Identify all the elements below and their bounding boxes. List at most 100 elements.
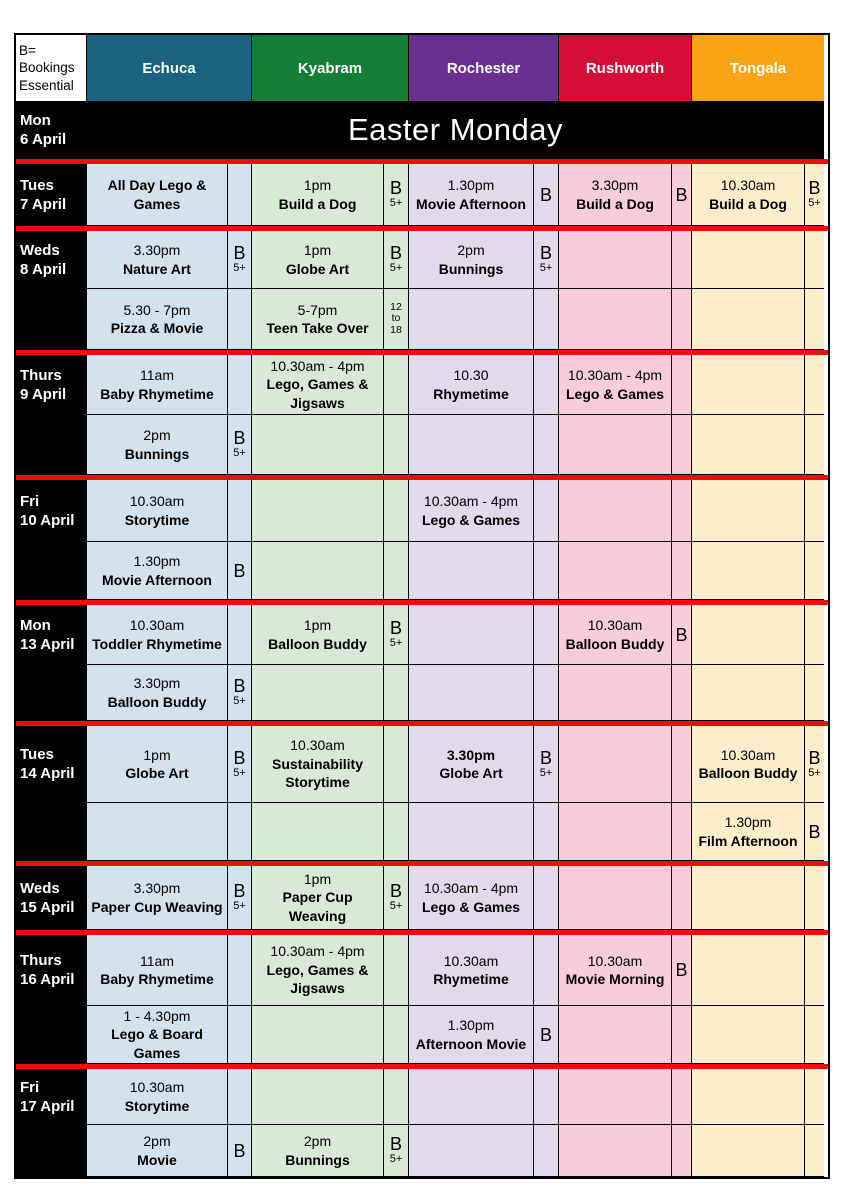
event-time: 1.30pm bbox=[447, 1017, 495, 1033]
event-cell-rochester: 10.30am - 4pm Lego & Games bbox=[409, 866, 534, 930]
event-title: Pizza & Movie bbox=[110, 320, 204, 336]
event-title: Lego & Games bbox=[421, 511, 521, 528]
event-cell-kyabram: 1pm Paper Cup Weaving bbox=[252, 866, 384, 930]
date-cell bbox=[16, 289, 87, 350]
event-cell-tongala bbox=[692, 355, 805, 415]
event-cell-kyabram: 10.30am - 4pm Lego, Games & Jigsaws bbox=[252, 935, 384, 1006]
event-time: 11am bbox=[140, 367, 174, 383]
booking-badge-cell: B 5+ bbox=[534, 231, 559, 289]
event-time: 10.30am bbox=[587, 617, 643, 633]
town-name: Kyabram bbox=[297, 59, 363, 77]
event-time: 10.30am - 4pm bbox=[423, 493, 519, 509]
booking-required-badge: B bbox=[808, 747, 821, 768]
event-time: 1pm bbox=[303, 177, 332, 193]
date-cell-mon-6-april: Mon 6 April bbox=[16, 102, 87, 159]
booking-badge-cell bbox=[534, 1125, 559, 1177]
day-row: 3.30pm Balloon Buddy B 5+ bbox=[16, 665, 828, 721]
event-time: 3.30pm bbox=[133, 242, 181, 258]
event-title: Balloon Buddy bbox=[698, 765, 798, 781]
date-cell: Tues 7 April bbox=[16, 164, 87, 226]
date-cell: Thurs 9 April bbox=[16, 355, 87, 415]
event-cell-echuca: All Day Lego & Games bbox=[87, 164, 228, 226]
event-cell-echuca: 10.30am Toddler Rhymetime bbox=[87, 605, 228, 665]
town-name: Rushworth bbox=[585, 59, 665, 77]
day-label: Thurs bbox=[20, 366, 62, 384]
day-separator bbox=[16, 159, 828, 164]
event-cell-tongala bbox=[692, 1125, 805, 1177]
event-cell-kyabram bbox=[252, 803, 384, 861]
booking-badge-cell bbox=[672, 1069, 692, 1125]
date-label: 10 April bbox=[20, 511, 75, 529]
age-5plus-label: 5+ bbox=[389, 900, 403, 912]
booking-badge-cell bbox=[805, 866, 824, 930]
booking-badge-cell bbox=[534, 1069, 559, 1125]
day-separator bbox=[16, 721, 828, 726]
event-time: 1.30pm bbox=[724, 814, 772, 830]
day-separator bbox=[16, 861, 828, 866]
event-cell-rushworth bbox=[559, 1125, 672, 1177]
event-cell-echuca: 5.30 - 7pm Pizza & Movie bbox=[87, 289, 228, 350]
booking-badge-cell: B bbox=[534, 1006, 559, 1064]
event-cell-rochester bbox=[409, 605, 534, 665]
booking-badge-cell: B 5+ bbox=[534, 726, 559, 803]
event-cell-rochester bbox=[409, 415, 534, 475]
event-cell-rochester: 10.30 Rhymetime bbox=[409, 355, 534, 415]
booking-required-badge: B bbox=[233, 560, 246, 581]
event-cell-rochester bbox=[409, 542, 534, 600]
event-title: Build a Dog bbox=[278, 195, 357, 212]
event-cell-kyabram bbox=[252, 1006, 384, 1064]
event-cell-tongala bbox=[692, 1069, 805, 1125]
booking-badge-cell: 12 to 18 bbox=[384, 289, 409, 350]
date-cell: Fri 17 April bbox=[16, 1069, 87, 1125]
event-cell-rushworth bbox=[559, 542, 672, 600]
date-cell: Weds 8 April bbox=[16, 231, 87, 289]
booking-badge-cell bbox=[805, 415, 824, 475]
booking-badge-cell bbox=[534, 665, 559, 721]
event-title: Nature Art bbox=[123, 260, 191, 277]
booking-badge-cell bbox=[228, 1006, 252, 1064]
day-row: 2pm Movie B 2pm Bunnings B 5+ bbox=[16, 1125, 828, 1177]
day-label: Weds bbox=[20, 879, 60, 897]
event-time: 10.30am bbox=[720, 746, 776, 763]
town-name: Echuca bbox=[142, 59, 196, 77]
event-cell-rushworth: 3.30pm Build a Dog bbox=[559, 164, 672, 226]
date-cell: Mon 13 April bbox=[16, 605, 87, 665]
day-row: Tues 7 April All Day Lego & Games 1pm Build … bbox=[16, 164, 828, 226]
booking-badge-cell bbox=[534, 803, 559, 861]
booking-badge-cell: B 5+ bbox=[384, 605, 409, 665]
booking-badge-cell bbox=[672, 1125, 692, 1177]
event-title: Rhymetime bbox=[433, 971, 509, 987]
day-row: 1.30pm Movie Afternoon B bbox=[16, 542, 828, 600]
easter-monday-label: Easter Monday bbox=[348, 112, 563, 147]
day-row: Fri 10 April 10.30am Storytime 10.30am - 4pm… bbox=[16, 480, 828, 542]
booking-badge-cell bbox=[805, 355, 824, 415]
day-row: Tues 14 April 1pm Globe Art B 5+ 10.30am Sustai… bbox=[16, 726, 828, 803]
booking-badge-cell bbox=[228, 289, 252, 350]
booking-badge-cell: B 5+ bbox=[228, 726, 252, 803]
event-title: Storytime bbox=[124, 1097, 190, 1114]
event-title: Baby Rhymetime bbox=[100, 385, 214, 402]
age-5plus-label: 5+ bbox=[389, 1153, 403, 1165]
booking-badge-cell bbox=[805, 231, 824, 289]
booking-required-badge: B bbox=[539, 243, 552, 263]
event-cell-rochester bbox=[409, 665, 534, 721]
date-label: 7 April bbox=[20, 195, 67, 213]
day-label: Weds bbox=[20, 241, 60, 259]
booking-badge-cell bbox=[228, 605, 252, 665]
event-time: 10.30am bbox=[720, 177, 776, 193]
event-title: Movie Afternoon bbox=[416, 195, 526, 212]
event-time: 10.30am bbox=[587, 952, 643, 969]
date-cell: Fri 10 April bbox=[16, 480, 87, 542]
booking-badge-cell bbox=[384, 1069, 409, 1125]
day-row: Fri 17 April 10.30am Storytime bbox=[16, 1069, 828, 1125]
event-time: 10.30am - 4pm bbox=[567, 367, 663, 383]
age-5plus-label: 5+ bbox=[233, 262, 246, 274]
booking-required-badge: B bbox=[675, 624, 688, 645]
day-row: Weds 8 April 3.30pm Nature Art B 5+ 1pm Globe A… bbox=[16, 231, 828, 289]
booking-badge-cell bbox=[805, 1125, 824, 1177]
booking-badge-cell: B 5+ bbox=[384, 866, 409, 930]
booking-required-badge: B bbox=[539, 1024, 552, 1045]
event-cell-tongala bbox=[692, 289, 805, 350]
day-label: Tues bbox=[20, 746, 54, 763]
event-time: 3.30pm bbox=[133, 880, 181, 896]
